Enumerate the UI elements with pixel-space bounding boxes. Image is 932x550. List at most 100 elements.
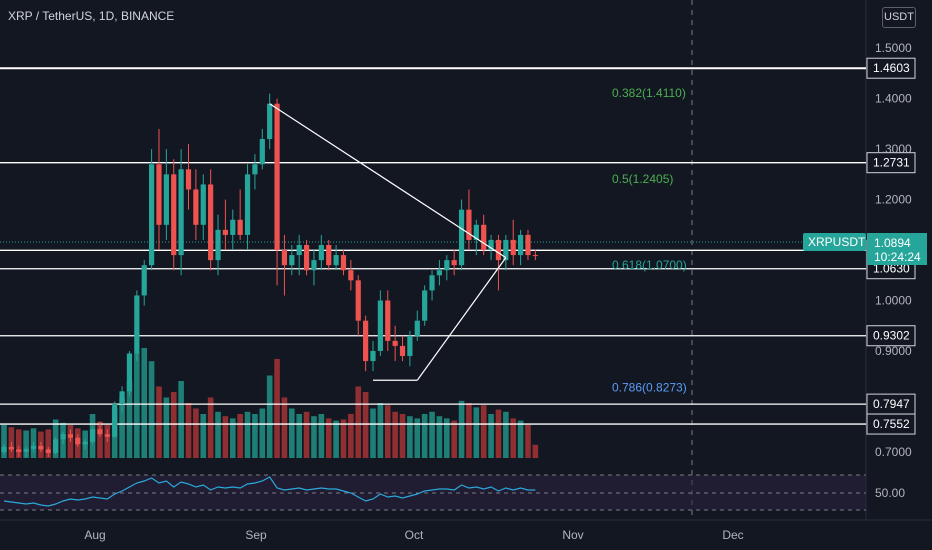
volume-bar [222,416,229,458]
candle-body [185,169,192,190]
candlesticks [1,93,538,457]
fib-label: 0.786(0.8273) [612,381,687,395]
candle-body [156,164,162,225]
candle-body [141,265,147,296]
candle-body [60,434,66,440]
grid [0,0,932,521]
volume-bar [510,418,517,458]
candle-body [481,224,487,251]
price-tick: 1.4000 [875,92,912,106]
candle-body [274,103,280,251]
candle-body [414,320,420,336]
level-label: 0.7552 [873,417,910,431]
time-axis: Aug Sep Oct Nov Dec [84,528,743,542]
candle-body [30,445,37,449]
candle-body [104,434,110,437]
candle-body [503,239,509,261]
candle-body [326,245,332,266]
volume-bar [451,420,457,458]
candle-body [281,250,288,266]
price-tick: 0.9000 [875,344,912,358]
candle-body [171,174,177,256]
candle-body [340,255,347,271]
volume-bar [215,411,221,458]
volume-bar [200,414,207,458]
candle-body [89,429,96,442]
candle-body [163,174,169,225]
volume-bar [517,420,524,458]
volume-bar [318,414,325,458]
candle-body [458,209,465,266]
volume-bar [525,425,531,458]
volume-bar [466,403,472,458]
volume-bar [325,418,332,458]
volume-bar [444,418,450,458]
volume-bar [126,381,133,458]
currency-button[interactable]: USDT [882,7,916,28]
volume-bar [170,392,177,458]
candle-body [230,219,236,235]
candle-body [488,239,494,251]
volume-bar [289,408,295,458]
volume-bar [97,421,103,458]
candle-body [399,345,406,357]
level-label-box [866,152,916,174]
candle-body [355,280,361,321]
candle-body [126,353,133,392]
candle-body [518,234,524,256]
volume-bar [340,419,347,458]
volume-bar [178,381,184,458]
candle-body [82,441,88,445]
volume-bar [229,418,236,458]
candle-body [38,445,44,450]
volume-bar [141,348,148,458]
candle-body [385,300,391,341]
candle-body [200,184,206,225]
chart-title: XRP / TetherUS, 1D, BINANCE [8,9,175,23]
volume-bar [532,444,539,458]
level-label: 1.2731 [873,156,910,170]
price-tick: 1.5000 [875,41,912,55]
volume-bar [473,407,480,458]
volume-bar [281,397,288,458]
level-label-box [866,413,916,435]
time-tick: Sep [245,528,267,542]
price-tick: 1.3000 [875,142,912,156]
candle-body [422,290,428,321]
candle-body [67,434,74,438]
level-label: 1.4603 [873,61,910,75]
volume-bar [1,425,7,458]
candle-body [532,255,538,257]
volume-bar [259,408,266,458]
candle-body [259,139,265,165]
candle-body [473,224,479,240]
candle-body [215,229,221,261]
fib-label: 0.382(1.4110) [612,86,686,100]
candle-body [289,255,295,266]
volume-bar [355,386,362,458]
candle-body [348,270,354,281]
fib-labels: 0.382(1.4110) 0.5(1.2405) 0.618(1.0700) 0.7… [612,86,687,395]
volume-bar [156,386,162,458]
volume-bar [237,414,243,458]
volume-bar [119,397,125,458]
candle-body [495,239,502,261]
candle-body [407,335,413,357]
candle-body [392,340,398,346]
volume-bar [407,416,413,458]
volume-bar [163,397,170,458]
candle-body [311,260,317,271]
volume-bars [1,348,539,458]
time-tick: Oct [405,528,424,542]
candle-body [45,449,51,453]
candle-body [296,245,302,256]
price-tick: 1.2000 [875,193,912,207]
candle-body [451,260,457,266]
price-axis: 1.5000 1.4000 1.3000 1.2000 1.0000 0.9000 0.70… [803,41,927,459]
last-price-box [867,233,927,265]
time-tick: Dec [722,528,743,542]
triangle-pattern [269,103,507,381]
candle-body [444,260,450,271]
candle-body [267,103,273,140]
